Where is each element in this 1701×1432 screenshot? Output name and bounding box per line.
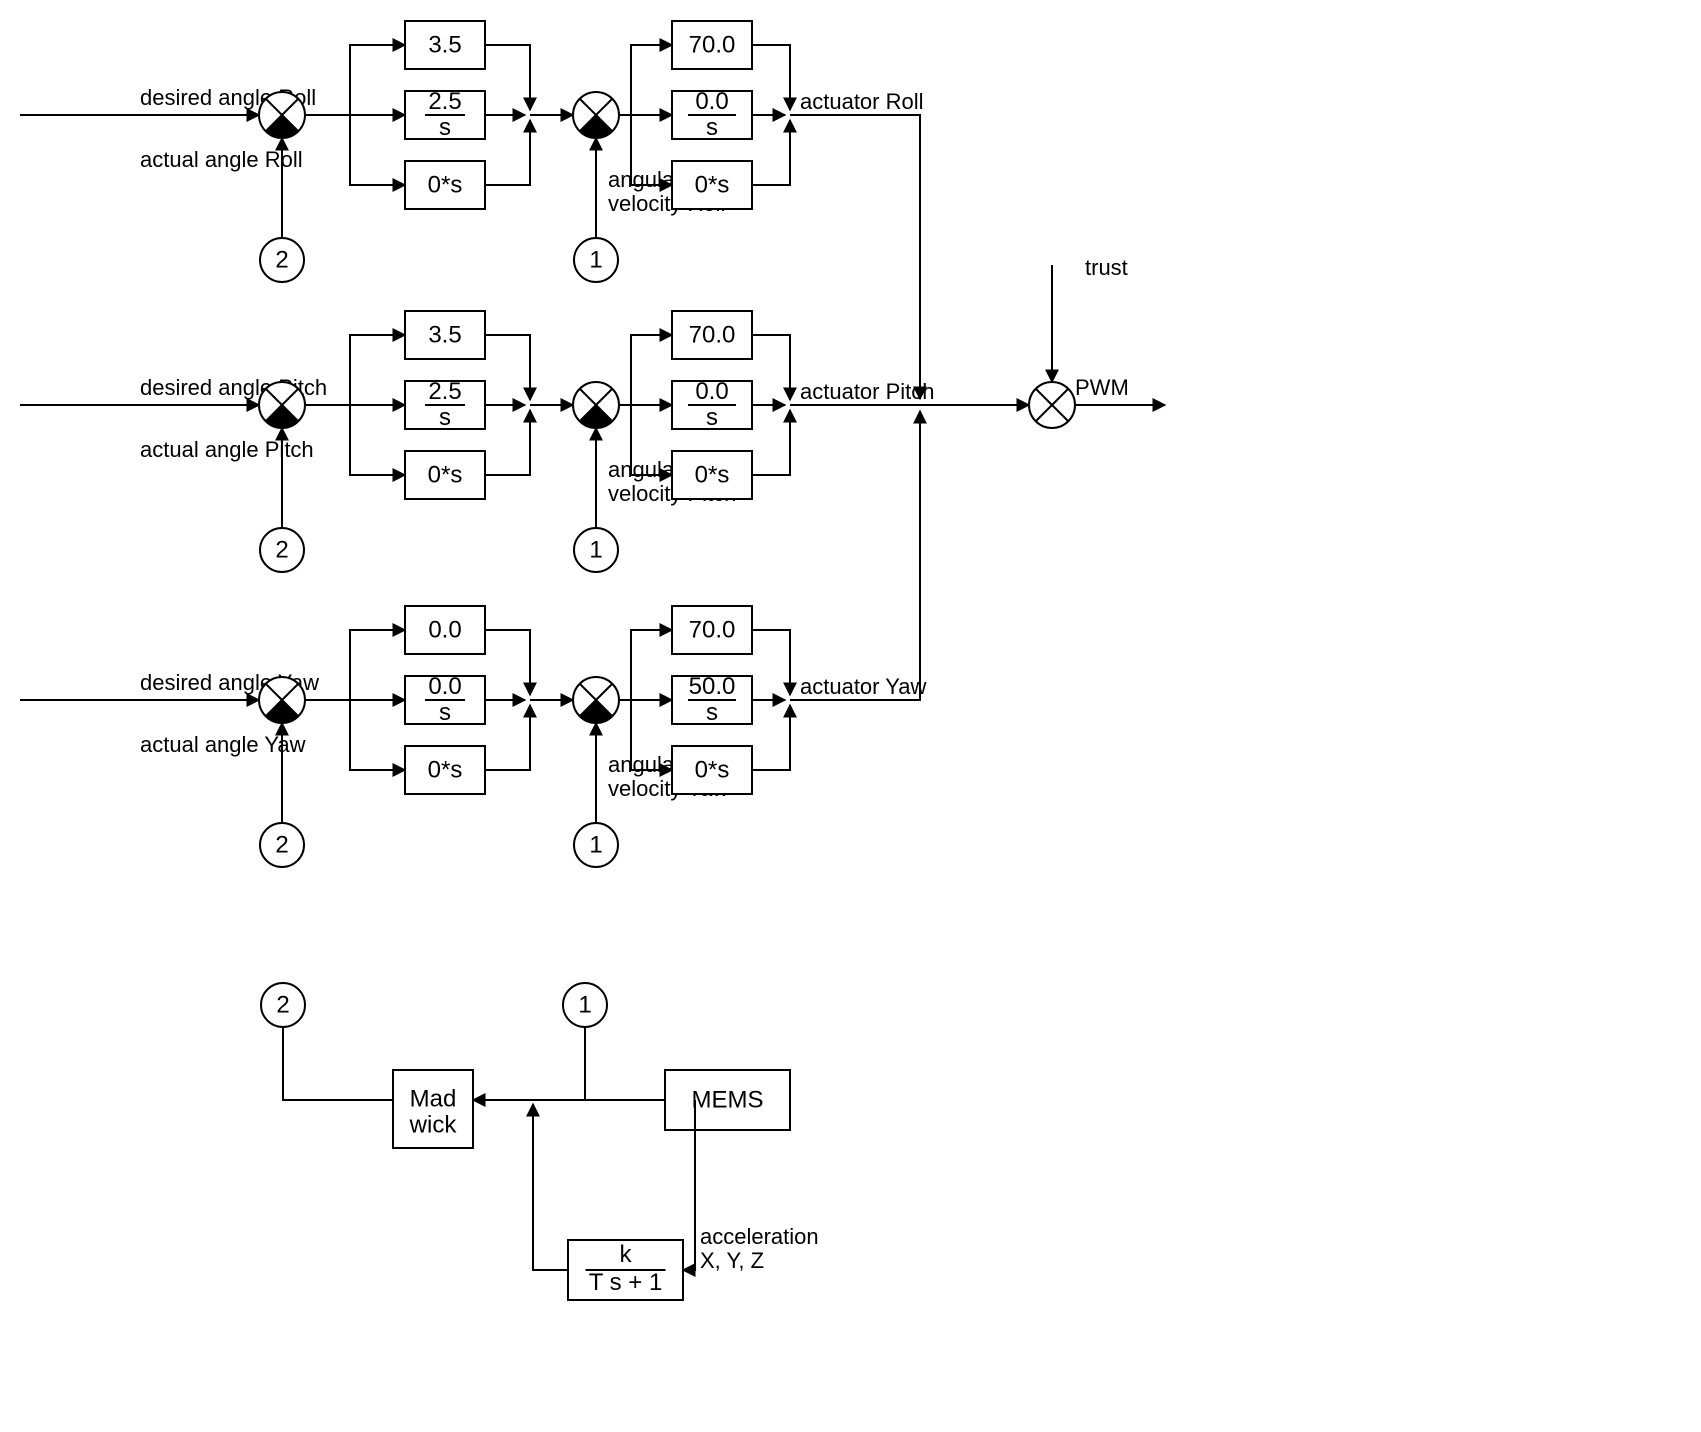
svg-text:0*s: 0*s (428, 462, 463, 489)
svg-text:s: s (439, 114, 451, 141)
svg-text:2.5: 2.5 (428, 88, 461, 115)
svg-text:0*s: 0*s (695, 172, 730, 199)
svg-text:wick: wick (409, 1112, 458, 1139)
svg-text:Mad: Mad (410, 1086, 457, 1113)
svg-text:0*s: 0*s (695, 462, 730, 489)
svg-text:T s + 1: T s + 1 (589, 1269, 663, 1296)
svg-text:0.0: 0.0 (695, 88, 728, 115)
svg-text:angular: angular (608, 752, 681, 777)
svg-text:0*s: 0*s (428, 172, 463, 199)
svg-text:3.5: 3.5 (428, 322, 461, 349)
svg-text:s: s (706, 114, 718, 141)
svg-text:actual angle Pitch: actual angle Pitch (140, 437, 314, 462)
svg-text:actuator Yaw: actuator Yaw (800, 674, 926, 699)
svg-text:actuator Roll: actuator Roll (800, 89, 924, 114)
svg-text:70.0: 70.0 (689, 32, 736, 59)
svg-text:70.0: 70.0 (689, 617, 736, 644)
svg-text:0.0: 0.0 (695, 378, 728, 405)
svg-text:acceleration: acceleration (700, 1224, 819, 1249)
svg-text:actuator Pitch: actuator Pitch (800, 379, 935, 404)
svg-text:angular: angular (608, 457, 681, 482)
svg-text:1: 1 (589, 537, 602, 564)
svg-text:angular: angular (608, 167, 681, 192)
svg-text:0.0: 0.0 (428, 617, 461, 644)
svg-text:2: 2 (275, 832, 288, 859)
svg-text:0*s: 0*s (695, 757, 730, 784)
svg-text:s: s (706, 404, 718, 431)
svg-text:trust: trust (1085, 255, 1128, 280)
svg-text:1: 1 (589, 247, 602, 274)
svg-text:PWM: PWM (1075, 375, 1129, 400)
svg-text:70.0: 70.0 (689, 322, 736, 349)
svg-text:2: 2 (275, 537, 288, 564)
svg-text:s: s (706, 699, 718, 726)
svg-text:actual angle Yaw: actual angle Yaw (140, 732, 306, 757)
svg-text:3.5: 3.5 (428, 32, 461, 59)
svg-text:1: 1 (589, 832, 602, 859)
svg-text:2: 2 (276, 992, 289, 1019)
svg-text:MEMS: MEMS (692, 1087, 764, 1114)
svg-text:k: k (620, 1241, 633, 1268)
svg-text:s: s (439, 699, 451, 726)
svg-text:0.0: 0.0 (428, 673, 461, 700)
svg-text:2.5: 2.5 (428, 378, 461, 405)
svg-text:actual angle Roll: actual angle Roll (140, 147, 303, 172)
svg-text:1: 1 (578, 992, 591, 1019)
svg-text:s: s (439, 404, 451, 431)
svg-text:0*s: 0*s (428, 757, 463, 784)
svg-text:2: 2 (275, 247, 288, 274)
svg-text:X, Y, Z: X, Y, Z (700, 1248, 764, 1273)
control-block-diagram: desired angle Roll2actual angle Roll3.52… (0, 0, 1701, 1432)
svg-text:50.0: 50.0 (689, 673, 736, 700)
